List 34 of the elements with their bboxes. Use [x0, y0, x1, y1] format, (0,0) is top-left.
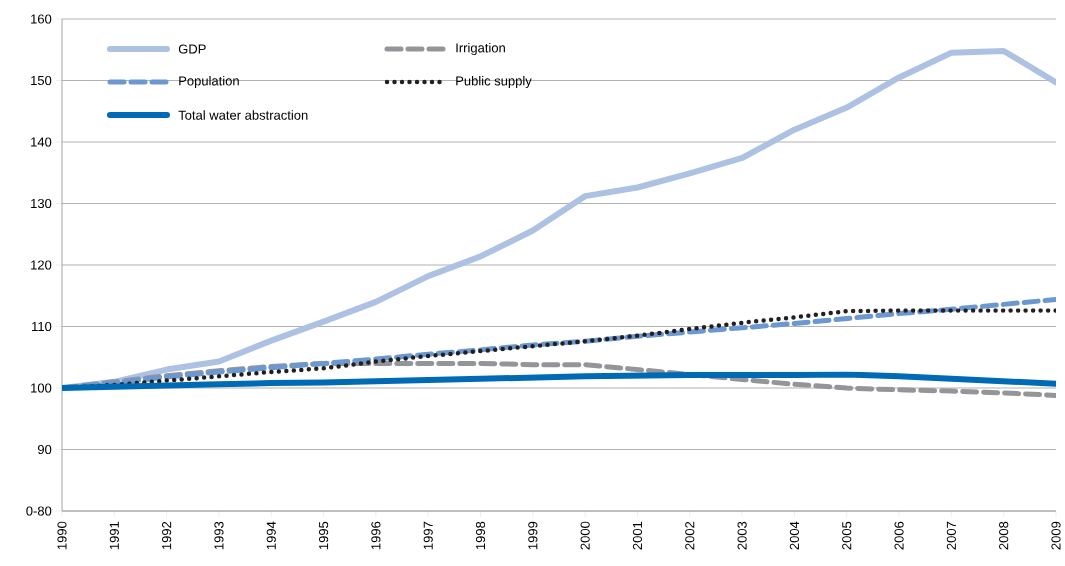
x-tick-label: 1997 — [423, 521, 433, 550]
x-tick-label: 2006 — [894, 521, 904, 550]
legend-label: Public supply — [456, 75, 532, 89]
x-tick-label: 1991 — [109, 521, 119, 550]
y-tick-label: 100 — [31, 383, 52, 393]
legend-label: Irrigation — [456, 42, 505, 56]
legend-label: GDP — [178, 44, 206, 54]
x-tick-label: 2001 — [632, 521, 643, 550]
x-tick-label: 1990 — [57, 521, 67, 550]
x-tick-label: 2007 — [946, 521, 956, 550]
y-tick-label: 160 — [31, 14, 52, 24]
x-tick-label: 1994 — [266, 521, 276, 550]
y-tick-label: 110 — [32, 321, 52, 332]
x-tick-label: 2004 — [789, 521, 800, 550]
legend-label: Total water abstraction — [178, 110, 308, 120]
x-tick-label: 2000 — [580, 521, 590, 550]
y-tick-label: 0-80 — [26, 506, 52, 516]
legend-label: Population — [179, 75, 239, 89]
x-tick-label: 2002 — [685, 521, 695, 550]
x-tick-label: 1999 — [528, 521, 538, 550]
y-tick-label: 140 — [31, 137, 52, 147]
y-tick-label: 90 — [37, 444, 52, 455]
x-tick-label: 1993 — [214, 521, 224, 550]
x-tick-label: 1996 — [371, 521, 381, 550]
x-tick-label: 2009 — [1051, 521, 1061, 550]
y-tick-label: 150 — [31, 75, 52, 86]
y-tick-label: 130 — [31, 198, 52, 209]
x-tick-label: 2005 — [842, 521, 852, 550]
x-tick-label: 1998 — [475, 521, 486, 550]
x-tick-label: 1992 — [162, 521, 172, 550]
x-tick-label: 2003 — [737, 521, 747, 550]
y-tick-label: 120 — [31, 260, 52, 270]
x-tick-label: 1995 — [318, 521, 329, 550]
x-tick-label: 2008 — [999, 521, 1009, 550]
